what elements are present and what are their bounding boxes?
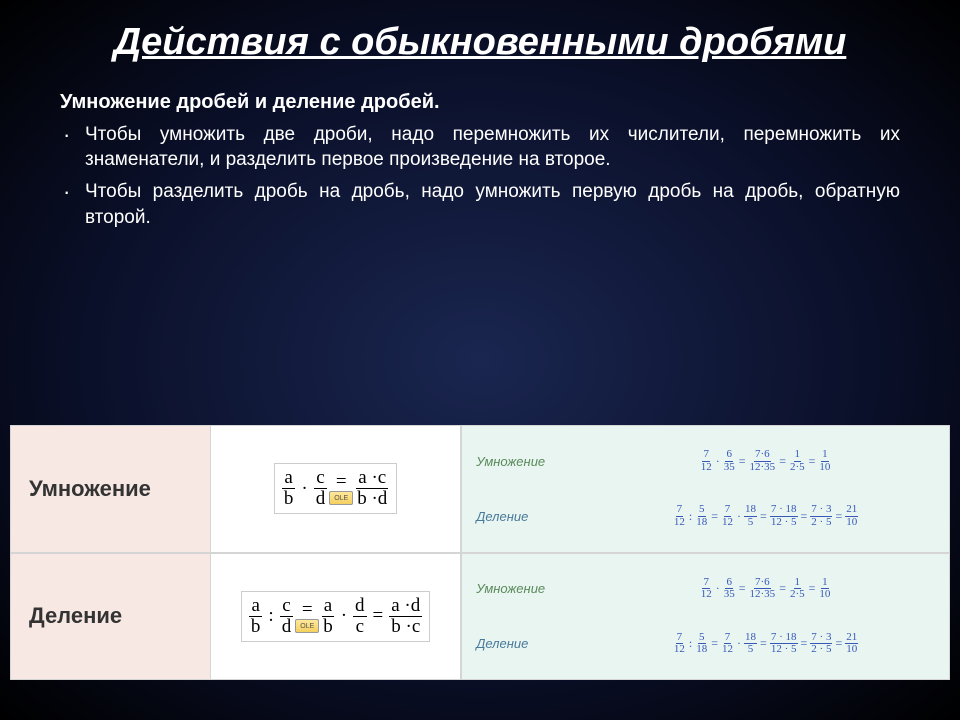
example-div-label: Деление bbox=[476, 509, 566, 524]
example-mul-label: Умножение bbox=[476, 454, 566, 469]
slide-title: Действия с обыкновенными дробями bbox=[0, 0, 960, 76]
div-equation: 712 : 518 = 712 · 185 = 7 · 1812 · 5 = 7… bbox=[596, 504, 935, 528]
table-right: Умножение 712 · 635 = 7·612·35 = 12·5 = … bbox=[461, 425, 950, 680]
row-division: Деление ab : cd = OLE ab · dc = a ·db ·c bbox=[10, 553, 461, 681]
formula-mul-box: ab · cd = OLE a ·cb ·d bbox=[274, 463, 397, 514]
subtitle: Умножение дробей и деление дробей. bbox=[60, 91, 900, 114]
mul-equation: 712 · 635 = 7·612·35 = 12·5 = 110 bbox=[596, 449, 935, 473]
bullet-2: Чтобы разделить дробь на дробь, надо умн… bbox=[85, 179, 900, 230]
examples-row-1: Умножение 712 · 635 = 7·612·35 = 12·5 = … bbox=[461, 425, 950, 553]
example-mul-1: Умножение 712 · 635 = 7·612·35 = 12·5 = … bbox=[476, 449, 935, 473]
table-left: Умножение ab · cd = OLE a ·cb ·d Деление bbox=[10, 425, 461, 680]
bullet-1: Чтобы умножить две дроби, надо перемножи… bbox=[85, 122, 900, 173]
example-mul-2: Умножение 712 · 635 = 7·612·35 = 12·5 = … bbox=[476, 577, 935, 601]
formula-division: ab : cd = OLE ab · dc = a ·db ·c bbox=[211, 554, 460, 680]
label-division: Деление bbox=[11, 554, 211, 680]
row-multiplication: Умножение ab · cd = OLE a ·cb ·d bbox=[10, 425, 461, 553]
ole-icon: OLE bbox=[295, 619, 319, 633]
content-block: Умножение дробей и деление дробей. Чтобы… bbox=[0, 76, 960, 247]
formula-multiplication: ab · cd = OLE a ·cb ·d bbox=[211, 426, 460, 552]
ole-icon: OLE bbox=[329, 491, 353, 505]
operations-table: Умножение ab · cd = OLE a ·cb ·d Деление bbox=[10, 425, 950, 680]
formula-div-box: ab : cd = OLE ab · dc = a ·db ·c bbox=[241, 591, 430, 642]
example-div-1: Деление 712 : 518 = 712 · 185 = 7 · 1812… bbox=[476, 504, 935, 528]
example-div-2: Деление 712 : 518 = 712 · 185 = 7 · 1812… bbox=[476, 632, 935, 656]
examples-row-2: Умножение 712 · 635 = 7·612·35 = 12·5 = … bbox=[461, 553, 950, 681]
label-multiplication: Умножение bbox=[11, 426, 211, 552]
